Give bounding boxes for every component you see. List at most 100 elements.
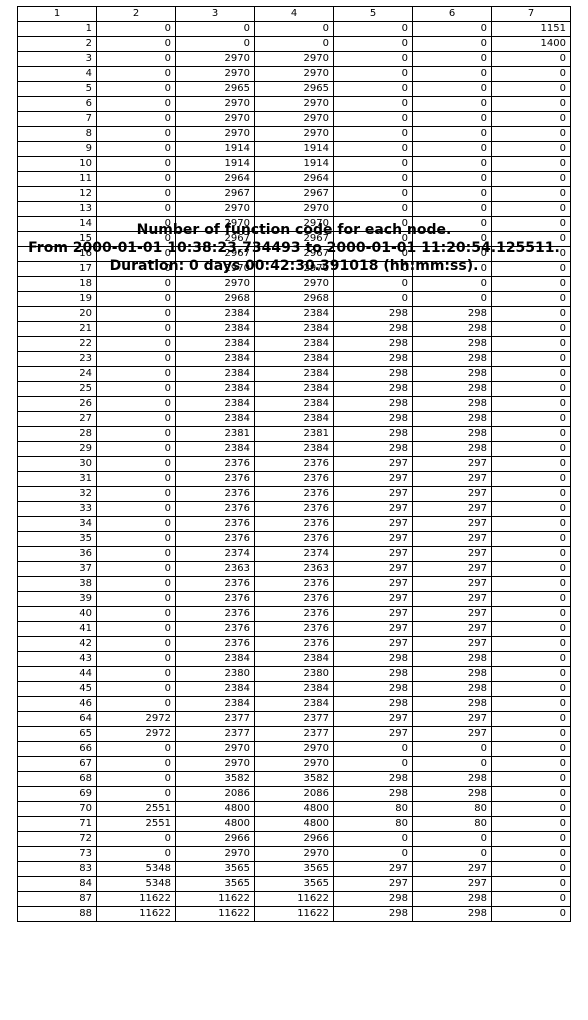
table-cell: 0 (492, 67, 571, 82)
table-cell: 11622 (97, 907, 176, 922)
table-cell: 2970 (255, 262, 334, 277)
table-cell: 298 (334, 772, 413, 787)
table-cell: 0 (334, 82, 413, 97)
table-cell: 0 (413, 22, 492, 37)
table-cell: 0 (334, 172, 413, 187)
table-cell: 297 (334, 532, 413, 547)
table-row: 300237623762972970 (18, 457, 571, 472)
table-cell: 0 (97, 97, 176, 112)
table-cell: 2376 (176, 472, 255, 487)
table-cell: 2384 (255, 697, 334, 712)
table-cell: 0 (97, 397, 176, 412)
data-table: 1234567100000115120000014003029702970000… (17, 6, 571, 922)
table-cell: 5 (18, 82, 97, 97)
table-row: 73029702970000 (18, 847, 571, 862)
table-row: 320237623762972970 (18, 487, 571, 502)
table-cell: 0 (492, 52, 571, 67)
table-cell: 24 (18, 367, 97, 382)
table-cell: 0 (334, 97, 413, 112)
table-cell: 0 (334, 157, 413, 172)
table-cell: 2086 (176, 787, 255, 802)
table-cell: 3582 (176, 772, 255, 787)
table-cell: 0 (97, 37, 176, 52)
table-cell: 297 (413, 502, 492, 517)
table-row: 5029652965000 (18, 82, 571, 97)
table-header-cell: 1 (18, 7, 97, 22)
table-cell: 0 (492, 262, 571, 277)
table-cell: 2967 (176, 187, 255, 202)
table-cell: 8 (18, 127, 97, 142)
table-cell: 2374 (176, 547, 255, 562)
table-cell: 80 (334, 817, 413, 832)
table-cell: 2967 (176, 232, 255, 247)
table-cell: 0 (492, 292, 571, 307)
table-cell: 0 (334, 217, 413, 232)
table-cell: 298 (413, 397, 492, 412)
table-row: 330237623762972970 (18, 502, 571, 517)
table-cell: 297 (334, 727, 413, 742)
table-cell: 298 (413, 367, 492, 382)
table-row: 14029702970000 (18, 217, 571, 232)
table-row: 7029702970000 (18, 112, 571, 127)
table-cell: 297 (334, 862, 413, 877)
table-cell: 0 (413, 202, 492, 217)
table-cell: 2966 (176, 832, 255, 847)
table-cell: 2381 (176, 427, 255, 442)
table-cell: 2970 (176, 277, 255, 292)
table-cell: 1 (18, 22, 97, 37)
table-cell: 2384 (176, 697, 255, 712)
table-cell: 0 (97, 22, 176, 37)
table-cell: 65 (18, 727, 97, 742)
table-row: 230238423842982980 (18, 352, 571, 367)
table-cell: 298 (413, 337, 492, 352)
table-cell: 0 (334, 247, 413, 262)
table-cell: 0 (492, 367, 571, 382)
table-cell: 297 (334, 547, 413, 562)
table-cell: 297 (334, 562, 413, 577)
table-cell: 11 (18, 172, 97, 187)
table-cell: 2384 (176, 682, 255, 697)
table-cell: 0 (334, 262, 413, 277)
table-cell: 2376 (176, 517, 255, 532)
table-cell: 297 (334, 577, 413, 592)
table-cell: 297 (413, 547, 492, 562)
table-cell: 2384 (255, 382, 334, 397)
table-cell: 45 (18, 682, 97, 697)
table-cell: 0 (97, 607, 176, 622)
table-cell: 1914 (176, 157, 255, 172)
table-cell: 2970 (255, 847, 334, 862)
table-cell: 4800 (176, 817, 255, 832)
table-cell: 0 (413, 187, 492, 202)
table-cell: 0 (97, 757, 176, 772)
table-cell: 2967 (176, 247, 255, 262)
table-cell: 0 (97, 217, 176, 232)
table-cell: 2967 (255, 187, 334, 202)
table-cell: 2970 (255, 217, 334, 232)
table-cell: 2384 (255, 322, 334, 337)
table-cell: 2384 (255, 442, 334, 457)
table-cell: 31 (18, 472, 97, 487)
table-cell: 298 (413, 352, 492, 367)
table-cell: 298 (413, 697, 492, 712)
table-cell: 297 (413, 712, 492, 727)
table-cell: 298 (413, 907, 492, 922)
table-cell: 44 (18, 667, 97, 682)
table-cell: 0 (492, 832, 571, 847)
table-cell: 0 (413, 832, 492, 847)
table-cell: 2384 (176, 397, 255, 412)
table-cell: 0 (334, 757, 413, 772)
table-cell: 0 (334, 22, 413, 37)
table-cell: 297 (334, 712, 413, 727)
table-cell: 29 (18, 442, 97, 457)
table-cell: 0 (97, 547, 176, 562)
table-cell: 71 (18, 817, 97, 832)
table-cell: 0 (413, 277, 492, 292)
table-cell: 2970 (176, 847, 255, 862)
table-cell: 0 (97, 127, 176, 142)
table-cell: 2551 (97, 817, 176, 832)
table-cell: 298 (413, 322, 492, 337)
table-cell: 2376 (255, 622, 334, 637)
table-cell: 2384 (255, 307, 334, 322)
table-cell: 0 (97, 562, 176, 577)
table-cell: 298 (413, 682, 492, 697)
